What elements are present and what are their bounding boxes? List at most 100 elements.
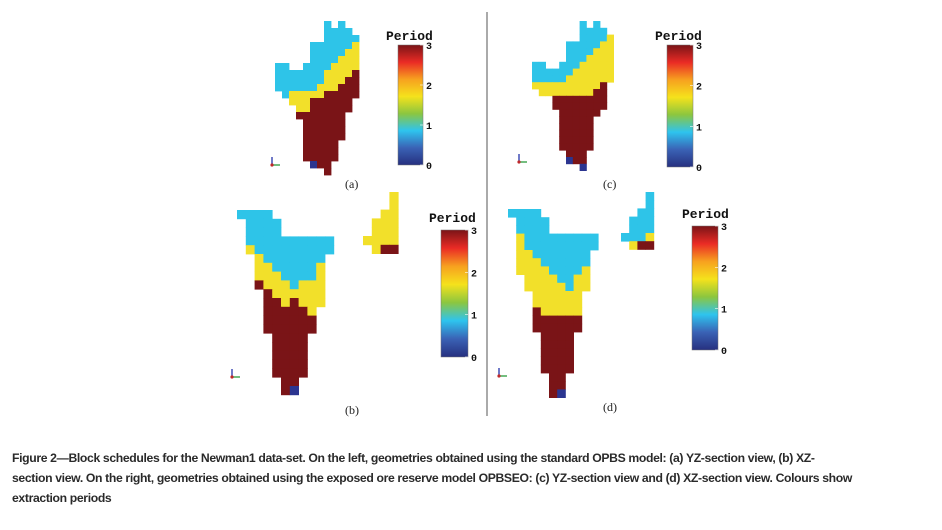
block-period-1	[263, 245, 273, 255]
block-period-2	[586, 75, 594, 83]
block-period-1	[296, 70, 304, 78]
block-period-3	[586, 143, 594, 151]
block-period-2	[331, 63, 339, 71]
block-period-2	[272, 271, 282, 281]
block-period-3	[572, 157, 580, 165]
caption-line: Figure 2—Block schedules for the Newman1…	[12, 451, 815, 465]
block-period-3	[557, 381, 566, 390]
colorbar-title: Period	[682, 207, 729, 222]
block-period-1	[532, 61, 540, 69]
block-period-2	[573, 299, 583, 308]
block-period-2	[532, 282, 542, 292]
block-period-2	[606, 75, 614, 83]
block-period-3	[540, 340, 550, 349]
block-period-2	[572, 75, 580, 83]
block-period-3	[352, 70, 360, 78]
block-period-2	[524, 274, 533, 284]
block-period-1	[532, 68, 540, 76]
block-period-3	[298, 315, 308, 325]
block-period-2	[573, 274, 583, 284]
block-period-3	[579, 157, 587, 165]
block-period-1	[540, 250, 550, 259]
block-period-2	[579, 68, 587, 76]
block-period-2	[298, 298, 308, 308]
block-period-1	[532, 209, 542, 218]
block-period-1	[516, 217, 525, 226]
block-period-2	[606, 68, 614, 76]
block-period-2	[557, 299, 566, 308]
block-period-3	[331, 119, 339, 127]
block-period-3	[272, 350, 282, 360]
block-period-3	[566, 109, 574, 117]
block-period-2	[316, 298, 326, 308]
block-period-3	[549, 340, 558, 349]
block-period-3	[338, 112, 346, 120]
block-period-1	[272, 236, 282, 246]
block-period-3	[345, 98, 353, 106]
block-period-1	[282, 70, 290, 78]
block-period-3	[324, 133, 332, 141]
block-period-0	[289, 386, 299, 396]
block-period-1	[540, 241, 550, 251]
block-period-1	[557, 233, 566, 243]
block-grid	[275, 21, 360, 176]
block-period-2	[593, 68, 601, 76]
block-period-3	[593, 95, 601, 103]
colorbar-gradient	[397, 44, 424, 166]
caption-line: section view. On the right, geometries o…	[12, 471, 852, 485]
block-period-3	[572, 143, 580, 151]
block-period-3	[317, 105, 325, 113]
block-period-2	[380, 209, 390, 219]
colorbar: 0 1 2 3	[397, 42, 432, 173]
panel-c: Period 0 1 2 3 (c)	[517, 21, 702, 191]
block-period-3	[324, 105, 332, 113]
block-period-1	[281, 262, 291, 272]
block-period-2	[307, 306, 317, 316]
block-period-1	[263, 218, 273, 228]
block-period-1	[324, 21, 332, 29]
axis-triad-icon	[230, 369, 240, 379]
colorbar-tick-label: 2	[721, 264, 727, 275]
block-period-3	[303, 133, 311, 141]
block-period-3	[532, 315, 542, 325]
block-period-2	[545, 89, 553, 97]
block-period-2	[296, 105, 304, 113]
colorbar-gradient	[440, 229, 469, 358]
block-period-2	[606, 34, 614, 42]
block-period-3	[331, 154, 339, 162]
block-period-3	[552, 95, 560, 103]
block-period-3	[331, 105, 339, 113]
block-period-3	[559, 109, 567, 117]
block-period-2	[331, 84, 339, 92]
block-period-2	[593, 61, 601, 69]
block-period-2	[289, 289, 299, 299]
block-period-3	[289, 377, 299, 387]
block-period-1	[524, 209, 533, 218]
block-period-1	[289, 271, 299, 281]
block-grid	[508, 209, 599, 398]
block-period-1	[317, 63, 325, 71]
block-period-1	[524, 241, 533, 251]
block-period-2	[572, 82, 580, 90]
block-period-3	[331, 140, 339, 148]
block-grid	[237, 210, 335, 396]
block-period-2	[586, 68, 594, 76]
block-period-2	[371, 236, 381, 246]
figure: Period 0 1 2 3 (a) Period 0 1 2 3 (b) Period 0…	[230, 12, 729, 417]
block-period-1	[593, 41, 601, 49]
block-period-1	[298, 245, 308, 255]
block-period-1	[645, 216, 655, 226]
block-period-2	[572, 89, 580, 97]
block-period-1	[237, 210, 247, 220]
block-period-2	[557, 282, 566, 292]
block-period-1	[272, 245, 282, 255]
block-period-3	[254, 280, 264, 290]
block-period-1	[581, 250, 591, 259]
block-period-3	[331, 133, 339, 141]
block-period-1	[532, 250, 542, 259]
block-period-1	[549, 266, 558, 275]
block-period-2	[324, 70, 332, 78]
block-period-3	[549, 323, 558, 333]
block-period-0	[557, 389, 566, 398]
block-period-1	[303, 77, 311, 85]
